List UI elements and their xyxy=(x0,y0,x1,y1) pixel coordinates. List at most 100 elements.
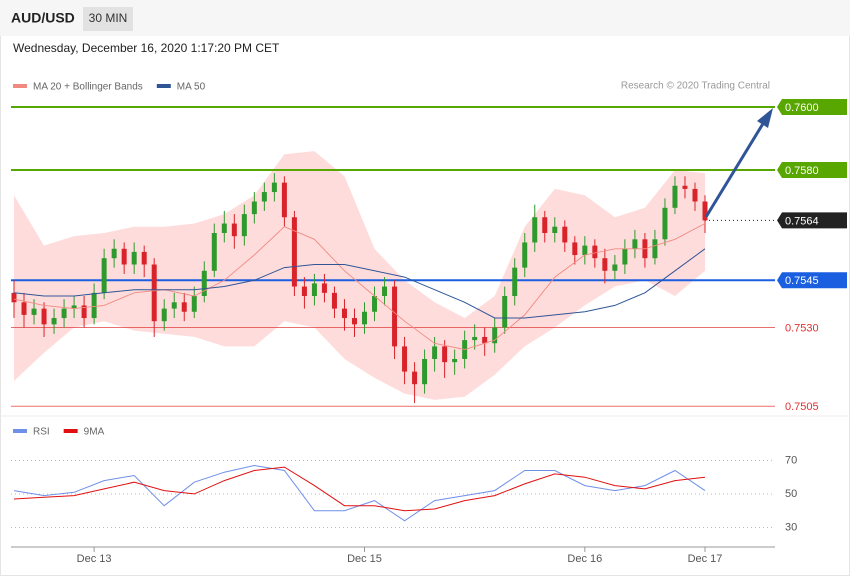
ma-line xyxy=(13,223,706,350)
candle-body xyxy=(171,302,177,309)
candle-body xyxy=(432,346,438,359)
candle-body xyxy=(91,292,97,319)
level-label: 0.7580 xyxy=(785,165,819,177)
level-tag xyxy=(777,162,847,178)
candle-body xyxy=(402,346,408,372)
candle-body xyxy=(251,201,257,215)
candle-body xyxy=(301,286,307,296)
y-tick-label: 70 xyxy=(785,454,797,466)
forecast-arrow xyxy=(704,121,766,218)
level-label: 0.7505 xyxy=(785,401,819,413)
header-bar xyxy=(0,0,850,36)
candle-body xyxy=(552,226,558,233)
candle-body xyxy=(121,248,127,265)
candle-body xyxy=(41,308,47,325)
candle-body xyxy=(71,305,77,309)
candle-body xyxy=(442,346,448,363)
candle-body xyxy=(191,296,197,312)
candle-body xyxy=(51,318,57,325)
candle-body xyxy=(101,258,107,293)
y-tick-label: 30 xyxy=(785,521,797,533)
candle-body xyxy=(331,292,337,309)
legend-swatch xyxy=(13,429,27,433)
candle-body xyxy=(612,264,618,271)
legend-label: RSI xyxy=(33,427,50,438)
candle-body xyxy=(211,233,217,271)
y-tick-label: 50 xyxy=(785,488,797,500)
candle-body xyxy=(311,283,317,296)
level-label: 0.7564 xyxy=(785,215,819,227)
x-tick-label: Dec 16 xyxy=(567,553,602,565)
level-tag xyxy=(777,212,847,229)
candle-body xyxy=(321,283,327,293)
candle-body xyxy=(652,239,658,259)
x-tick-label: Dec 17 xyxy=(688,553,723,565)
x-tick-label: Dec 13 xyxy=(77,553,112,565)
candle-body xyxy=(512,267,518,296)
candle-body xyxy=(562,226,568,243)
candle-body xyxy=(31,308,37,315)
candle-body xyxy=(412,371,418,385)
candle-body xyxy=(231,223,237,237)
level-tag xyxy=(777,99,847,115)
candle-body xyxy=(181,302,187,312)
ma-line xyxy=(13,248,706,319)
candle-body xyxy=(392,286,398,347)
candle-body xyxy=(422,359,428,385)
candle-body xyxy=(81,305,87,319)
candle-body xyxy=(582,245,588,256)
candle-body xyxy=(542,217,548,233)
candle-body xyxy=(161,308,167,322)
candle-body xyxy=(291,217,297,287)
interval: 30 MIN xyxy=(89,11,128,25)
datetime: Wednesday, December 16, 2020 1:17:20 PM … xyxy=(13,41,280,55)
candle-body xyxy=(21,302,27,315)
candle-body xyxy=(632,239,638,249)
forecast-arrowhead xyxy=(757,108,773,128)
candle-body xyxy=(382,286,388,296)
candle-body xyxy=(131,251,137,265)
candle-body xyxy=(602,258,608,271)
candle-body xyxy=(522,242,528,268)
legend-swatch xyxy=(156,84,171,88)
level-label: 0.7545 xyxy=(785,275,819,287)
candle-body xyxy=(662,207,668,240)
legend-label: 9MA xyxy=(84,427,105,438)
candle-body xyxy=(672,185,678,208)
candle-body xyxy=(702,201,708,221)
x-tick-label: Dec 15 xyxy=(347,553,382,565)
level-tag xyxy=(777,272,847,289)
candle-body xyxy=(572,242,578,256)
candle-body xyxy=(151,264,157,322)
legend-swatch xyxy=(13,84,27,88)
candle-body xyxy=(11,292,17,303)
candle-body xyxy=(482,336,488,344)
interval-badge xyxy=(83,7,133,31)
candle-body xyxy=(111,248,117,259)
candle-body xyxy=(452,359,458,363)
candle-body xyxy=(592,245,598,259)
legend-swatch xyxy=(63,429,78,433)
candle-body xyxy=(271,182,277,193)
level-label: 0.7600 xyxy=(785,102,819,114)
rsi-line xyxy=(13,466,706,512)
symbol: AUD/USD xyxy=(11,10,75,26)
candle-body xyxy=(682,185,688,189)
candle-body xyxy=(341,308,347,319)
credit: Research © 2020 Trading Central xyxy=(621,81,770,92)
candle-body xyxy=(281,182,287,218)
candle-body xyxy=(532,217,538,243)
candle-body xyxy=(692,188,698,202)
candle-body xyxy=(351,318,357,325)
candle-body xyxy=(61,308,67,319)
candle-body xyxy=(472,336,478,341)
candle-body xyxy=(261,192,267,202)
candle-body xyxy=(141,251,147,265)
candle-body xyxy=(492,327,498,344)
candle-body xyxy=(502,296,508,328)
candle-body xyxy=(372,296,378,312)
candle-body xyxy=(201,270,207,296)
legend-label: MA 20 + Bollinger Bands xyxy=(33,82,143,93)
candle-body xyxy=(362,311,368,325)
